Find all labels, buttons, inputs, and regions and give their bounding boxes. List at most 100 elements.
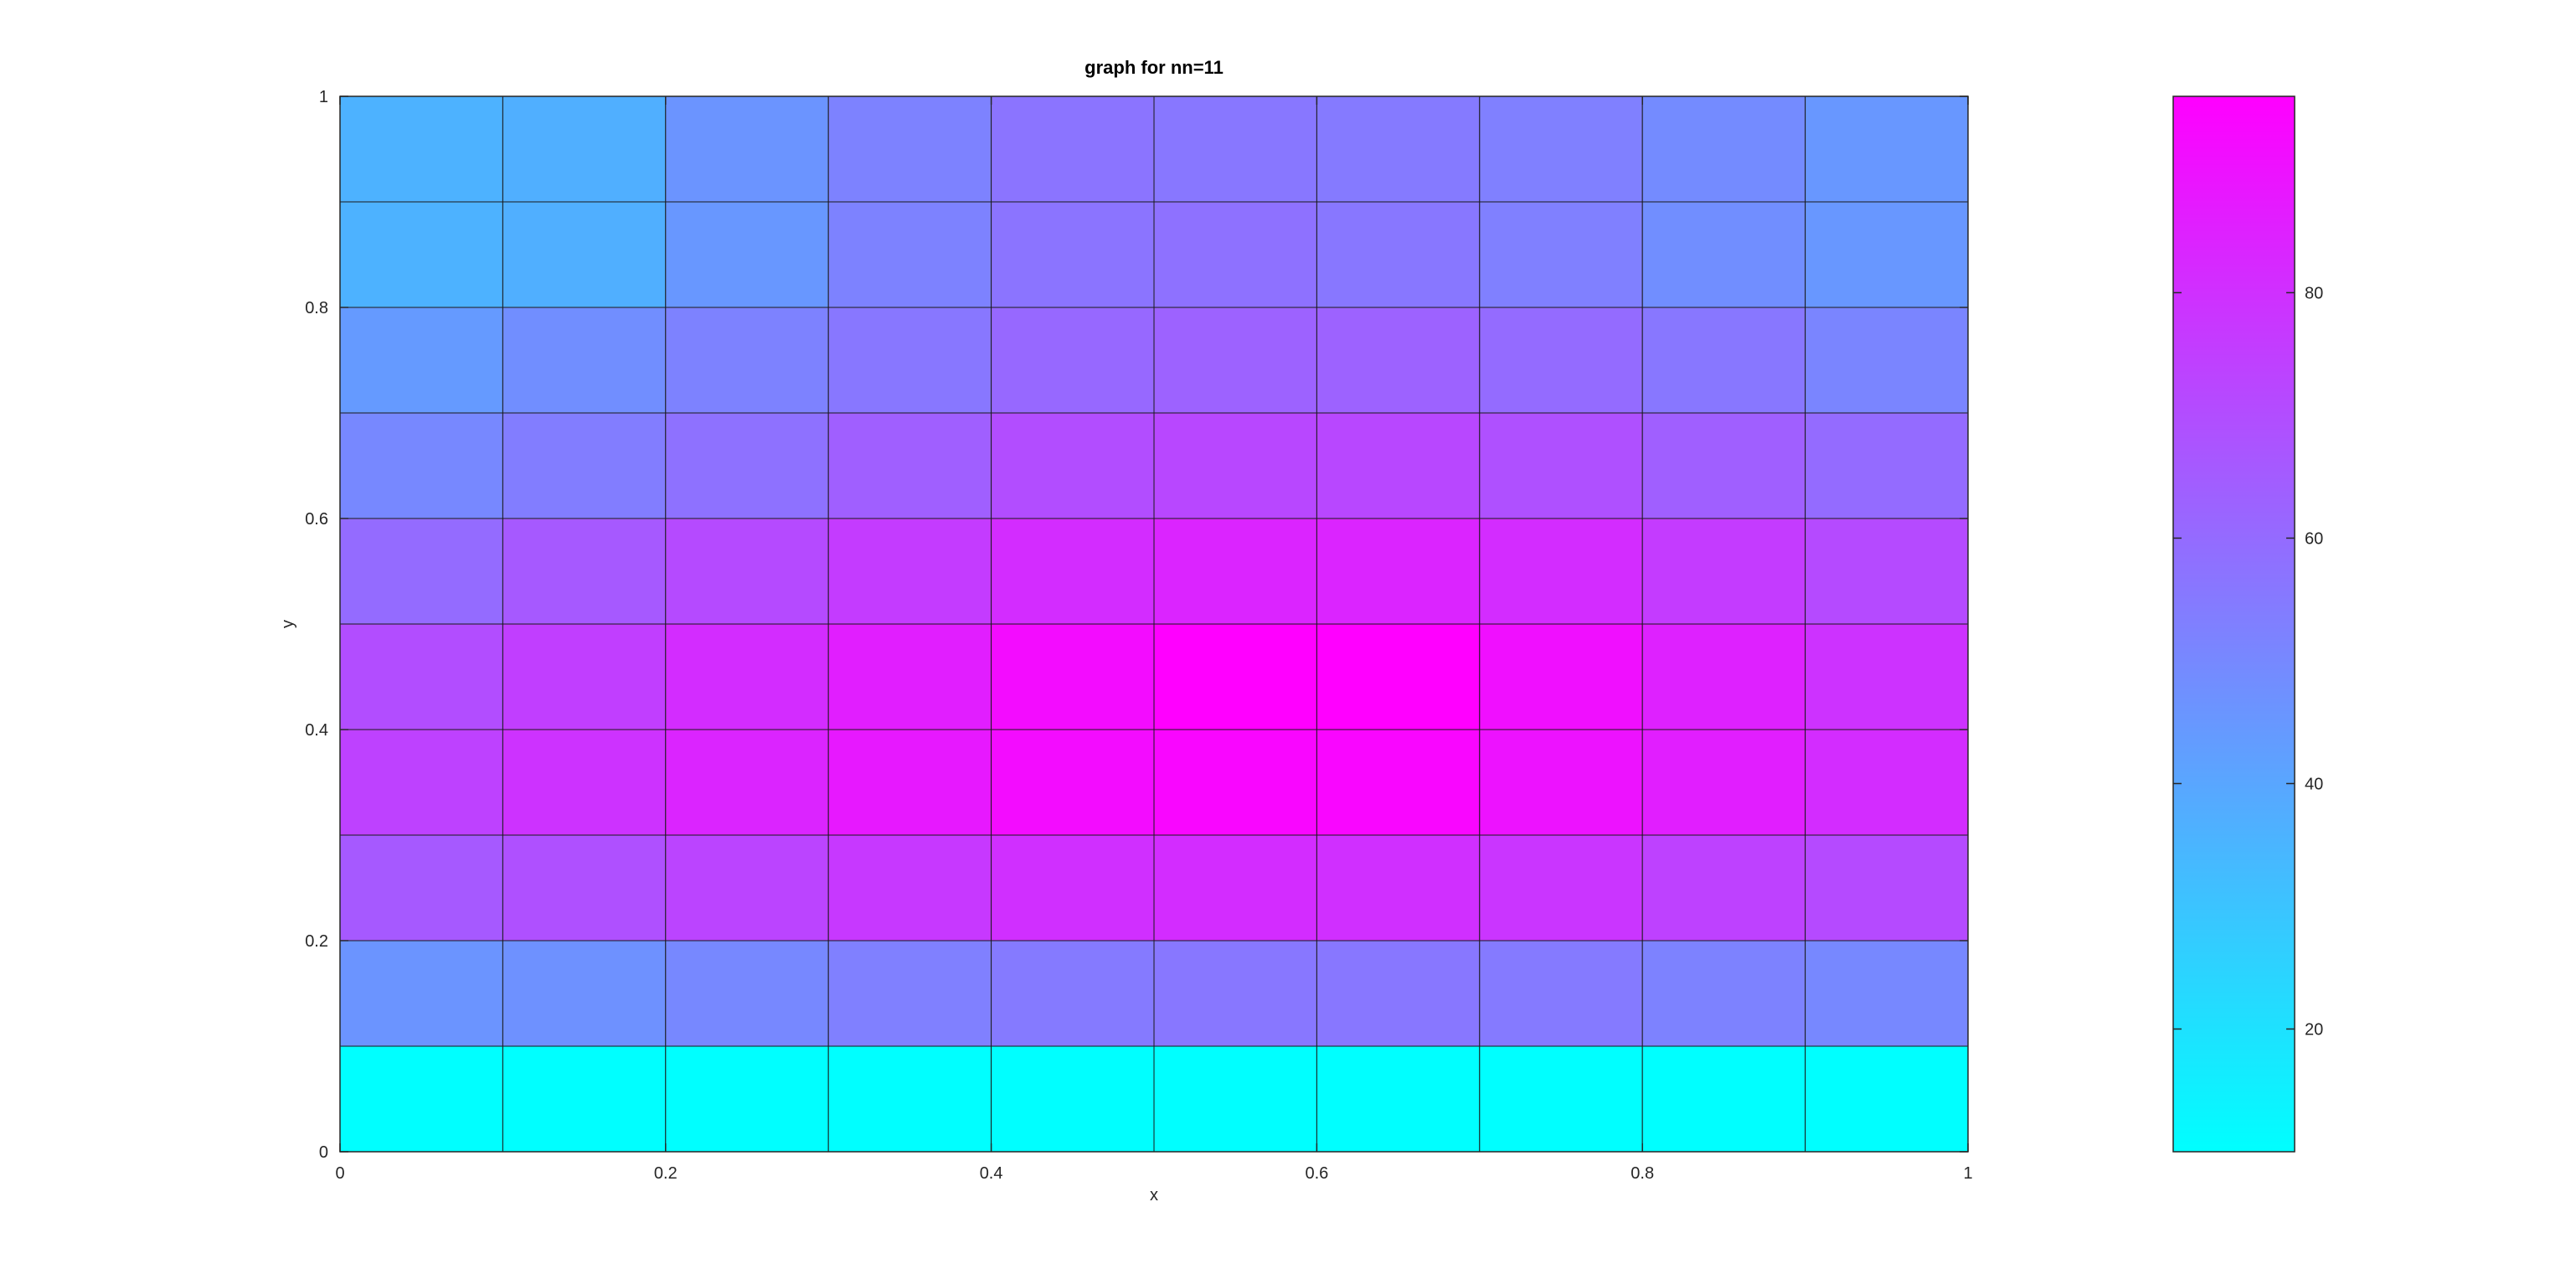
x-tick-label: 0.6 bbox=[1305, 1164, 1328, 1183]
heatmap-cell bbox=[1805, 412, 1969, 519]
heatmap-cell bbox=[665, 940, 829, 1047]
heatmap-cell bbox=[1316, 1045, 1481, 1153]
heatmap-cell bbox=[1153, 412, 1317, 519]
colorbar-tick-label: 80 bbox=[2305, 284, 2323, 302]
heatmap-cell bbox=[1153, 940, 1317, 1047]
chart-title: graph for nn=11 bbox=[1084, 57, 1224, 78]
heatmap-cell bbox=[1316, 307, 1481, 414]
y-tick-label: 0 bbox=[319, 1143, 328, 1162]
heatmap-cell bbox=[1153, 729, 1317, 836]
colorbar-gradient bbox=[2172, 95, 2295, 1153]
colorbar-ticks: 20 40 60 80 bbox=[2173, 284, 2323, 1039]
heatmap-cell bbox=[502, 834, 667, 941]
heatmap-cell bbox=[991, 834, 1155, 941]
heatmap-cell bbox=[827, 95, 992, 203]
heatmap-cell bbox=[1641, 307, 1806, 414]
heatmap-cell bbox=[991, 729, 1155, 836]
heatmap-cell bbox=[665, 412, 829, 519]
heatmap-cell bbox=[1153, 834, 1317, 941]
heatmap-cell bbox=[1641, 834, 1806, 941]
heatmap-cell bbox=[502, 307, 667, 414]
heatmap-cell bbox=[827, 729, 992, 836]
y-tick-label: 0.4 bbox=[305, 721, 328, 740]
heatmap-cell bbox=[1479, 201, 1643, 308]
heatmap-cell bbox=[1316, 412, 1481, 519]
heatmap-cell bbox=[1479, 412, 1643, 519]
heatmap-cell bbox=[1805, 940, 1969, 1047]
heatmap-cell bbox=[1805, 307, 1969, 414]
x-tick-label: 0.4 bbox=[980, 1164, 1003, 1183]
heatmap-cell bbox=[1479, 307, 1643, 414]
heatmap-cell bbox=[665, 518, 829, 625]
heatmap-cell bbox=[1153, 1045, 1317, 1153]
heatmap-cell bbox=[827, 1045, 992, 1153]
colorbar-tick-label: 40 bbox=[2305, 775, 2323, 793]
heatmap-cell bbox=[1805, 95, 1969, 203]
heatmap-cell bbox=[665, 834, 829, 941]
heatmap-cell bbox=[1805, 201, 1969, 308]
heatmap-cell bbox=[502, 95, 667, 203]
heatmap-cell bbox=[1153, 623, 1317, 730]
heatmap-cell bbox=[991, 201, 1155, 308]
heatmap-cell bbox=[1641, 729, 1806, 836]
heatmap-cell bbox=[665, 1045, 829, 1153]
heatmap-cell bbox=[1316, 940, 1481, 1047]
heatmap-cell bbox=[1316, 95, 1481, 203]
heatmap-cell bbox=[502, 412, 667, 519]
y-tick-label: 0.6 bbox=[305, 510, 328, 529]
heatmap-cell bbox=[1153, 518, 1317, 625]
heatmap-cell bbox=[991, 412, 1155, 519]
heatmap-cell bbox=[339, 95, 503, 203]
y-axis-label: y bbox=[279, 620, 297, 628]
plot-frame bbox=[339, 95, 1969, 1153]
heatmap-cell bbox=[1641, 201, 1806, 308]
heatmap-cell bbox=[1641, 623, 1806, 730]
heatmap-cell bbox=[1641, 518, 1806, 625]
heatmap-cell bbox=[1479, 940, 1643, 1047]
heatmap-cell bbox=[339, 940, 503, 1047]
heatmap-cell bbox=[991, 95, 1155, 203]
heatmap-cell bbox=[1479, 95, 1643, 203]
heatmap-cell bbox=[502, 1045, 667, 1153]
heatmap-cells bbox=[339, 95, 1969, 1153]
heatmap-cell bbox=[665, 623, 829, 730]
heatmap-cell bbox=[339, 729, 503, 836]
heatmap-cell bbox=[1641, 940, 1806, 1047]
x-tick-label: 0.2 bbox=[654, 1164, 677, 1183]
heatmap-cell bbox=[339, 307, 503, 414]
x-axis-label: x bbox=[1150, 1186, 1158, 1205]
heatmap-cell bbox=[1153, 201, 1317, 308]
colorbar-tick-label: 60 bbox=[2305, 529, 2323, 548]
heatmap-cell bbox=[991, 940, 1155, 1047]
heatmap-cell bbox=[1479, 834, 1643, 941]
heatmap-cell bbox=[827, 307, 992, 414]
heatmap-cell bbox=[665, 95, 829, 203]
x-axis: 0 0.2 0.4 0.6 0.8 1 bbox=[335, 96, 1973, 1183]
x-tick-label: 0.8 bbox=[1631, 1164, 1654, 1183]
heatmap-cell bbox=[339, 412, 503, 519]
heatmap-cell bbox=[1641, 1045, 1806, 1153]
heatmap-cell bbox=[1479, 518, 1643, 625]
heatmap-cell bbox=[1641, 95, 1806, 203]
colorbar-tick-label: 20 bbox=[2305, 1020, 2323, 1039]
heatmap-cell bbox=[1805, 518, 1969, 625]
heatmap-cell bbox=[1316, 623, 1481, 730]
heatmap-cell bbox=[991, 518, 1155, 625]
heatmap-cell bbox=[665, 729, 829, 836]
heatmap-cell bbox=[1316, 201, 1481, 308]
heatmap-cell bbox=[1316, 834, 1481, 941]
heatmap-cell bbox=[339, 518, 503, 625]
heatmap-cell bbox=[827, 834, 992, 941]
heatmap-cell bbox=[1805, 729, 1969, 836]
heatmap-cell bbox=[1316, 518, 1481, 625]
heatmap-cell bbox=[1153, 307, 1317, 414]
heatmap-cell bbox=[665, 307, 829, 414]
heatmap-cell bbox=[1805, 623, 1969, 730]
x-tick-label: 1 bbox=[1963, 1164, 1972, 1183]
heatmap-cell bbox=[665, 201, 829, 308]
heatmap-cell bbox=[1641, 412, 1806, 519]
heatmap-cell bbox=[1805, 834, 1969, 941]
y-axis: 0 0.2 0.4 0.6 0.8 1 bbox=[305, 88, 1968, 1162]
heatmap-cell bbox=[1805, 1045, 1969, 1153]
heatmap-cell bbox=[827, 518, 992, 625]
